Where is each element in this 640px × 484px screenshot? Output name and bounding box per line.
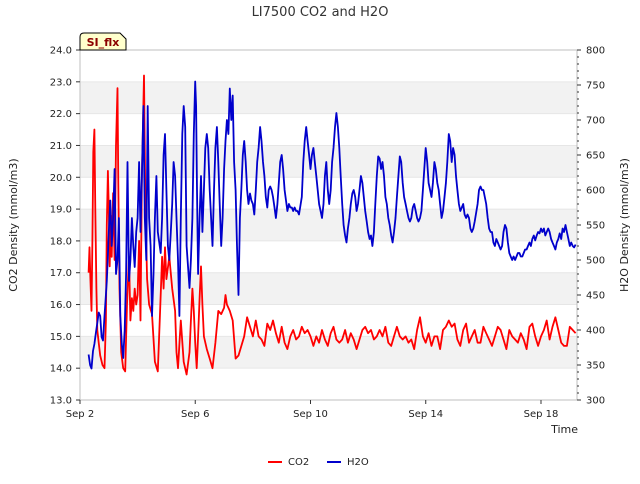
x-tick-label: Sep 14 — [408, 409, 443, 420]
y-right-tick-label: 800 — [586, 46, 605, 57]
legend: CO2 H2O — [268, 457, 369, 468]
y-left-tick-label: 14.0 — [50, 364, 72, 375]
x-tick-label: Sep 2 — [66, 409, 94, 420]
left-axis: 13.0 14.0 15.0 16.0 17.0 18.0 19.0 20.0 21.0 22.0… — [50, 46, 80, 407]
series-layer — [87, 74, 577, 376]
y-right-tick-label: 550 — [586, 221, 605, 232]
grid-band — [80, 145, 577, 178]
x-tick-label: Sep 6 — [181, 409, 209, 420]
y-left-tick-label: 22.0 — [50, 109, 72, 120]
y-right-tick-label: 750 — [586, 81, 605, 92]
series-line-co2 — [87, 74, 577, 376]
y-right-tick-label: 450 — [586, 291, 605, 302]
y-left-tick-label: 15.0 — [50, 332, 72, 343]
y-left-tick-label: 16.0 — [50, 300, 72, 311]
grid-band — [80, 81, 577, 114]
y-axis-left-label: CO2 Density (mmol/m3) — [7, 158, 20, 291]
y-right-tick-label: 350 — [586, 361, 605, 372]
x-axis-label: Time — [550, 423, 578, 436]
legend-label-co2: CO2 — [288, 457, 309, 468]
legend-label-h2o: H2O — [347, 457, 369, 468]
grid-band — [80, 113, 577, 146]
grid-band — [80, 272, 577, 305]
grid-band — [80, 304, 577, 337]
y-right-tick-label: 300 — [586, 396, 605, 407]
y-left-tick-label: 19.0 — [50, 205, 72, 216]
y-left-tick-label: 24.0 — [50, 46, 72, 57]
x-tick-label: Sep 18 — [524, 409, 559, 420]
y-right-tick-label: 650 — [586, 151, 605, 162]
y-left-tick-label: 21.0 — [50, 141, 72, 152]
site-badge-label: SI_flx — [87, 36, 120, 49]
y-right-tick-label: 400 — [586, 326, 605, 337]
x-axis: Sep 2 Sep 6 Sep 10 Sep 14 Sep 18 — [66, 400, 559, 420]
grid-band — [80, 50, 577, 82]
y-right-tick-label: 600 — [586, 186, 605, 197]
grid-band — [80, 368, 577, 400]
site-badge: SI_flx — [79, 32, 127, 51]
right-axis: 300 350 400 450 500 550 600 650 700 750 800 — [577, 46, 605, 407]
y-axis-right-label: H2O Density (mmol/m3) — [618, 158, 631, 292]
y-left-tick-label: 20.0 — [50, 173, 72, 184]
y-left-tick-label: 17.0 — [50, 268, 72, 279]
x-tick-label: Sep 10 — [293, 409, 328, 420]
series-line-h2o — [87, 80, 577, 370]
chart-title: LI7500 CO2 and H2O — [252, 5, 389, 20]
y-left-tick-label: 13.0 — [50, 396, 72, 407]
y-right-tick-label: 700 — [586, 116, 605, 127]
y-left-tick-label: 18.0 — [50, 236, 72, 247]
y-left-tick-label: 23.0 — [50, 77, 72, 88]
y-right-tick-label: 500 — [586, 256, 605, 267]
